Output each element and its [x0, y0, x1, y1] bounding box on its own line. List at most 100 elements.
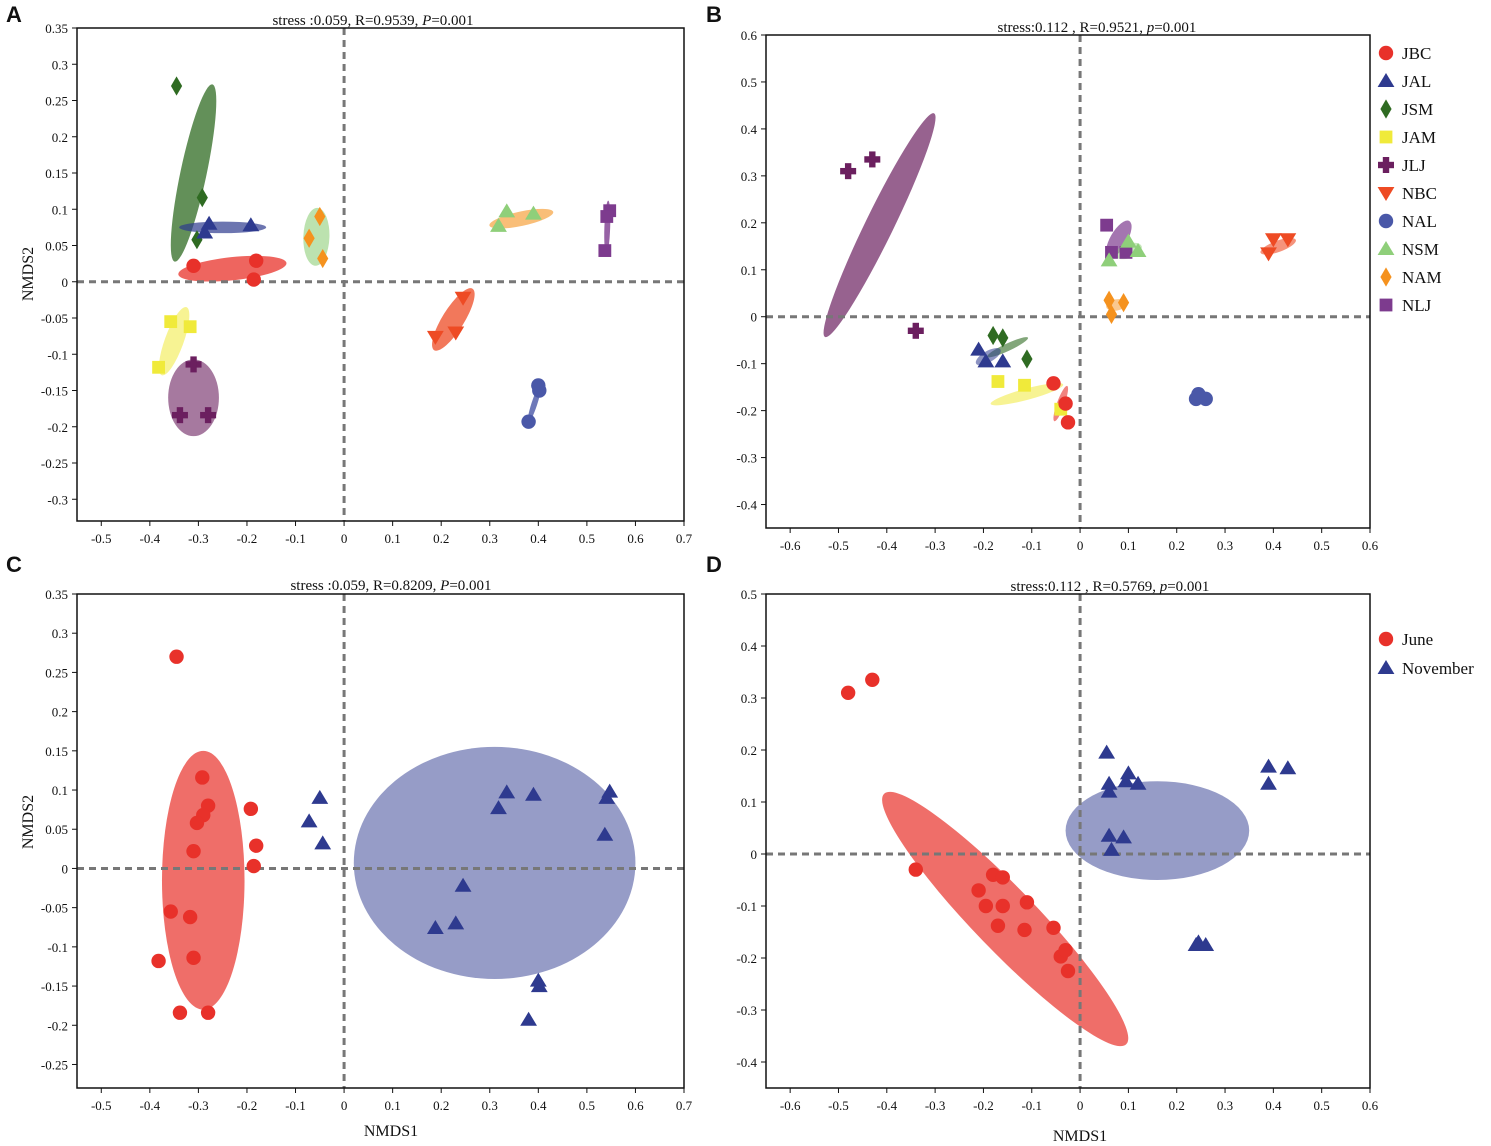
- point-june: [186, 843, 201, 859]
- legend-marker-nsm: [1377, 241, 1395, 255]
- point-june: [1019, 895, 1035, 910]
- point-jal: [994, 353, 1012, 368]
- point-june: [169, 649, 184, 664]
- legend: June November: [1377, 630, 1474, 678]
- point-june: [195, 770, 210, 785]
- y-tick-label: 0.6: [741, 28, 758, 43]
- point-nbc: [1260, 247, 1277, 262]
- x-tick-label: 0.1: [385, 531, 401, 546]
- ellipse-layer: [823, 113, 1296, 422]
- x-tick-label: 0.3: [1217, 538, 1233, 553]
- point-jam: [152, 360, 165, 374]
- point-november: [426, 920, 444, 935]
- y-tick-label: 0.4: [741, 122, 758, 137]
- point-november: [314, 835, 332, 850]
- point-june: [995, 870, 1010, 885]
- x-tick-label: 0.3: [482, 531, 498, 546]
- panel-letter: B: [706, 2, 722, 27]
- y-tick-label: 0.2: [741, 743, 757, 758]
- point-nam: [1103, 290, 1115, 310]
- x-axis-label: NMDS1: [1053, 1128, 1107, 1145]
- point-june: [865, 672, 880, 687]
- ellipse-layer: [161, 746, 636, 1010]
- legend-marker-jal: [1377, 73, 1395, 87]
- x-tick-label: -0.5: [828, 1098, 849, 1113]
- legend-marker-nlj: [1379, 298, 1393, 312]
- x-tick-label: 0.2: [433, 1098, 449, 1113]
- point-november: [525, 786, 542, 801]
- x-tick-label: -0.1: [1021, 538, 1042, 553]
- x-tick-label: 0.3: [482, 1098, 498, 1113]
- legend-label: NAL: [1402, 212, 1437, 231]
- point-jbc: [1060, 415, 1076, 430]
- point-november: [1100, 827, 1118, 842]
- point-nbc: [1279, 233, 1297, 248]
- y-tick-label: 0.1: [52, 783, 68, 798]
- point-nlj: [1119, 245, 1133, 259]
- x-tick-label: 0.5: [1314, 538, 1330, 553]
- y-tick-label: -0.3: [736, 451, 757, 466]
- point-november: [311, 789, 329, 804]
- point-nal: [532, 383, 547, 398]
- x-tick-label: -0.1: [1021, 1098, 1042, 1113]
- x-tick-label: 0.6: [627, 531, 644, 546]
- x-tick-label: -0.4: [877, 538, 898, 553]
- y-tick-label: -0.1: [47, 940, 68, 955]
- panel-d: D -0.6 -0.5 -0.4 -0.3 -0.2 -0.1 0 0.1 0.2 0.3 0.4 0.…: [706, 552, 1474, 1145]
- legend-marker-jsm: [1380, 99, 1392, 119]
- legend-label: JAM: [1402, 128, 1436, 147]
- point-nsm: [1100, 252, 1118, 267]
- y-tick-label: 0.25: [45, 665, 68, 680]
- legend-marker-nam: [1380, 267, 1392, 287]
- point-june: [978, 898, 994, 914]
- legend-label: November: [1402, 659, 1474, 678]
- point-november: [454, 877, 472, 892]
- point-november: [529, 972, 547, 987]
- x-tick-label: 0: [341, 1098, 348, 1113]
- x-tick-label: -0.6: [780, 538, 801, 553]
- ellipse-jsm: [170, 84, 217, 262]
- point-nlj: [598, 244, 612, 257]
- x-tick-label: -0.1: [285, 531, 306, 546]
- x-tick-label: 0.5: [579, 1098, 595, 1113]
- point-jal: [970, 341, 988, 356]
- y-tick-label: -0.4: [736, 498, 757, 513]
- y-tick-label: -0.1: [736, 357, 757, 372]
- plot-frame: [765, 34, 1371, 529]
- y-tick-label: 0: [62, 275, 69, 290]
- legend-marker-jam: [1379, 130, 1393, 144]
- x-tick-label: -0.2: [237, 531, 258, 546]
- y-tick-label: 0.2: [741, 216, 757, 231]
- legend-marker-november: [1377, 660, 1395, 674]
- y-tick-label: 0.1: [741, 795, 757, 810]
- point-june: [246, 858, 261, 874]
- y-tick-label: -0.15: [41, 384, 68, 399]
- y-tick-label: -0.2: [736, 404, 757, 419]
- x-tick-label: 0.2: [433, 531, 449, 546]
- x-tick-label: -0.2: [973, 1098, 994, 1113]
- point-november: [1120, 765, 1137, 780]
- point-layer: [152, 76, 617, 429]
- x-tick-label: 0.4: [530, 531, 547, 546]
- y-tick-label: 0.3: [52, 626, 68, 641]
- point-nam: [1105, 304, 1118, 324]
- x-tick-label: 0.1: [1120, 538, 1136, 553]
- x-tick-label: 0.6: [1362, 1098, 1379, 1113]
- point-jal: [242, 217, 260, 232]
- y-tick-label: 0.1: [741, 263, 757, 278]
- x-tick-label: 0.4: [1265, 1098, 1282, 1113]
- point-november: [1279, 760, 1297, 775]
- point-jal: [977, 353, 995, 368]
- panel-a: A -0.5 -0.4 -0.3 -0.2 -0.1 0 0.1 0.2 0.3 0.4 0.5 0.6…: [6, 2, 693, 546]
- x-tick-label: 0.2: [1169, 1098, 1185, 1113]
- plot-frame: [76, 27, 685, 522]
- point-june: [172, 1005, 188, 1020]
- y-tick-label: -0.4: [736, 1055, 757, 1070]
- x-tick-label: 0.7: [676, 531, 693, 546]
- point-june: [990, 918, 1006, 933]
- point-jlj: [840, 163, 857, 180]
- point-nsm: [490, 217, 507, 232]
- panel-letter: C: [6, 552, 22, 577]
- point-nam: [1117, 293, 1130, 313]
- y-tick-label: 0.35: [45, 21, 68, 36]
